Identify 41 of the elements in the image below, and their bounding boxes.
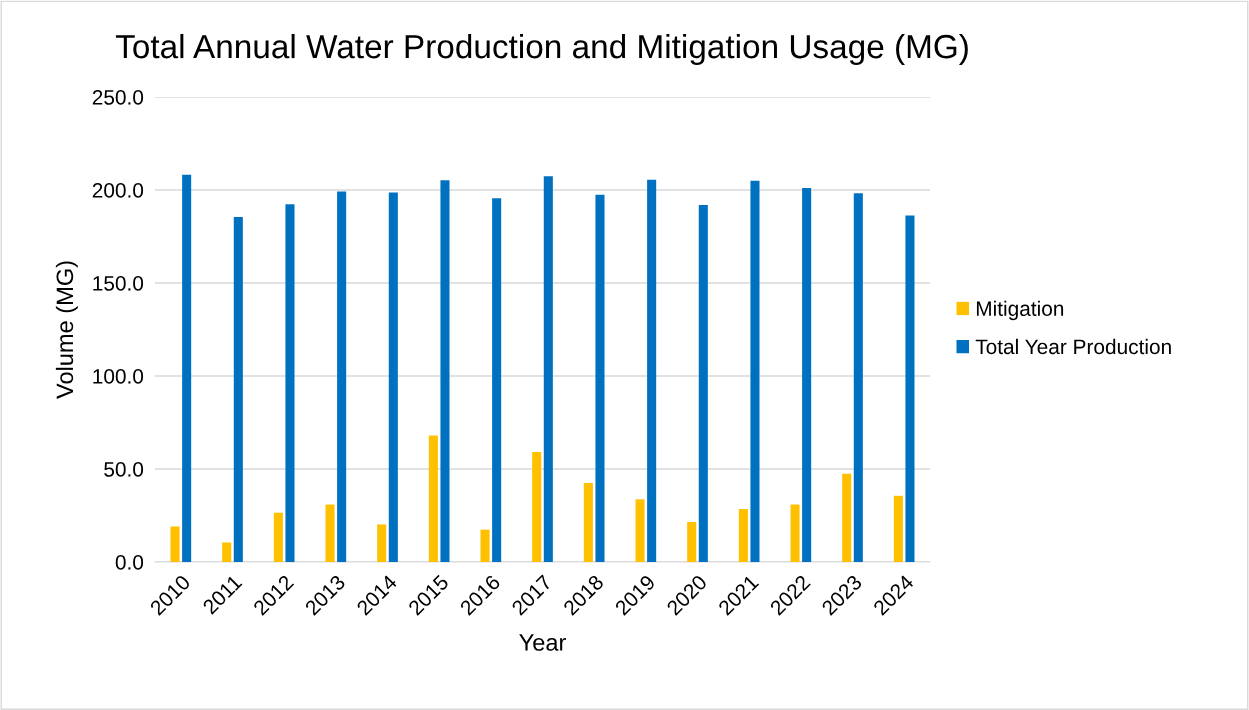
- bar: [790, 504, 800, 562]
- bar: [377, 524, 387, 562]
- bar: [635, 499, 645, 562]
- bar: [222, 542, 232, 562]
- bar: [842, 473, 852, 562]
- bar: [285, 204, 295, 562]
- bar: [647, 179, 657, 562]
- bar: [182, 174, 192, 562]
- bar: [388, 192, 398, 562]
- bar: [543, 176, 553, 562]
- bar: [738, 508, 748, 562]
- bar: [170, 526, 180, 562]
- y-axis-title: Volume (MG): [55, 261, 78, 399]
- bar: [583, 482, 593, 562]
- y-tick-label: 100.0: [93, 369, 144, 384]
- bar: [492, 198, 502, 562]
- legend-label: Mitigation: [976, 300, 1064, 321]
- y-tick-label: 150.0: [93, 276, 144, 291]
- bar: [480, 529, 490, 562]
- bar: [905, 215, 915, 562]
- bar: [428, 435, 438, 562]
- bar: [532, 452, 542, 562]
- bar: [893, 495, 903, 562]
- bar: [750, 180, 760, 562]
- y-tick-label: 200.0: [92, 183, 144, 198]
- y-tick-label: 50.0: [104, 462, 144, 477]
- legend-label: Total Year Production: [975, 338, 1171, 355]
- y-tick-label: 250.0: [92, 90, 144, 105]
- chart-title: Total Annual Water Production and Mitigation Usage (MG): [115, 33, 968, 66]
- bar: [687, 522, 697, 562]
- y-tick-label: 0.0: [115, 555, 144, 570]
- bar: [853, 193, 863, 562]
- bar: [802, 187, 812, 562]
- bar: [595, 194, 605, 562]
- bar: [698, 204, 708, 562]
- x-axis-title: Year: [519, 634, 566, 651]
- bar: [233, 216, 243, 562]
- bar: [440, 180, 450, 562]
- bar: [325, 504, 335, 562]
- bar: [337, 191, 347, 562]
- bar: [273, 512, 283, 562]
